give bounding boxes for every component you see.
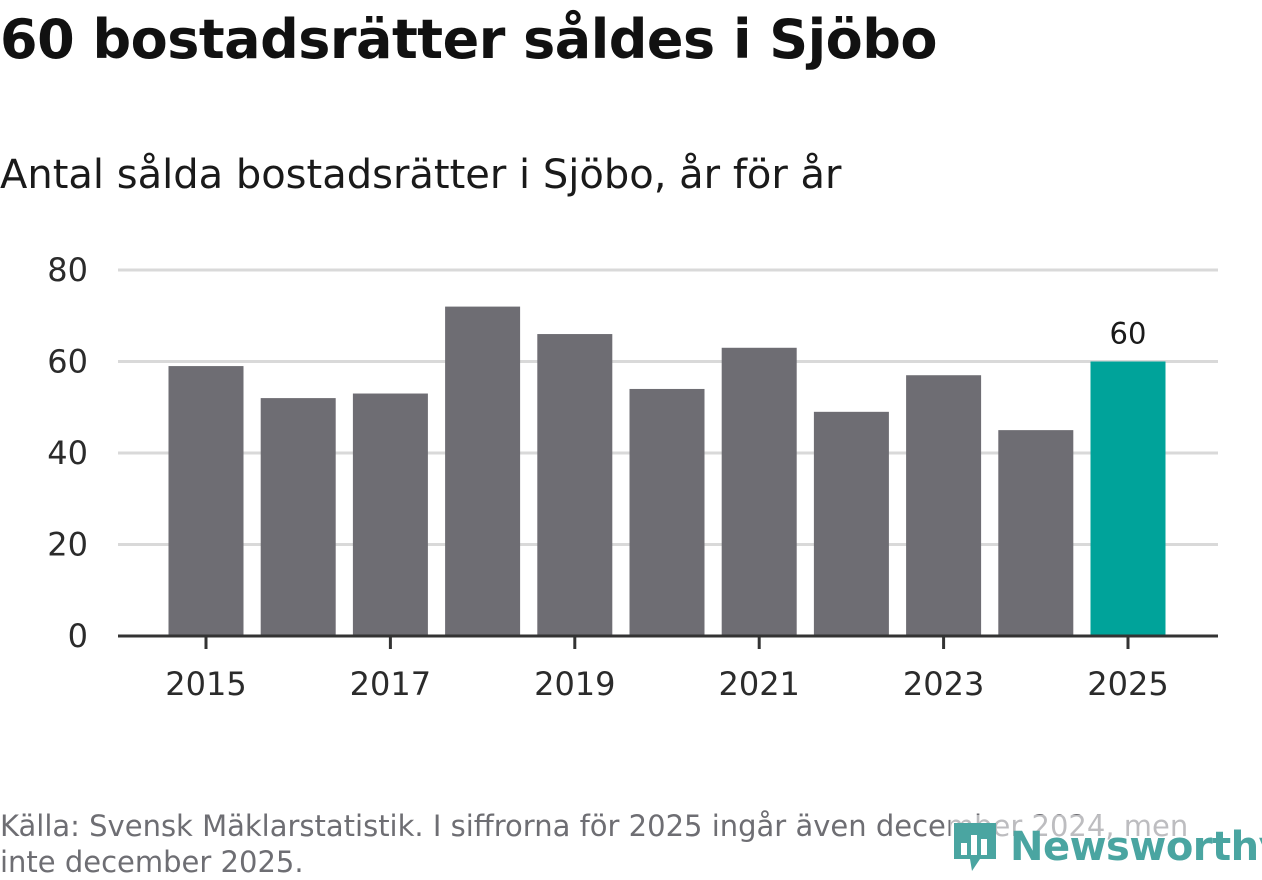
bar-2020 (629, 388, 705, 636)
y-axis-labels: 0 20 40 60 80 (47, 251, 88, 655)
chart-title: 60 bostadsrätter såldes i Sjöbo (0, 8, 938, 71)
bar-2017 (352, 393, 428, 636)
bars (168, 306, 1166, 636)
newsworthy-logo-icon (954, 823, 996, 871)
logo-text: Newsworthy (1010, 824, 1262, 870)
bar-2016 (260, 398, 336, 636)
y-tick-label: 20 (47, 526, 88, 564)
bar-2015 (168, 366, 244, 636)
x-tick-label: 2019 (534, 665, 615, 703)
newsworthy-logo: Newsworthy (950, 815, 1262, 879)
bar-2023 (906, 375, 982, 636)
x-tick-label: 2023 (903, 665, 984, 703)
bar-2019 (537, 334, 613, 636)
bar-2018 (445, 306, 521, 636)
y-tick-label: 0 (68, 617, 88, 655)
data-label: 60 (1110, 317, 1147, 351)
bar-2024 (998, 430, 1074, 636)
x-tick-label: 2017 (350, 665, 431, 703)
bar-2022 (813, 411, 889, 636)
x-tick-label: 2021 (718, 665, 799, 703)
bar-2021 (721, 347, 797, 636)
y-tick-label: 80 (47, 251, 88, 289)
x-tick-label: 2015 (165, 665, 246, 703)
data-labels: 60 (1110, 317, 1147, 351)
y-tick-label: 60 (47, 343, 88, 381)
y-tick-label: 40 (47, 434, 88, 472)
bar-2025 (1090, 361, 1166, 636)
x-tick-label: 2025 (1087, 665, 1168, 703)
x-axis-ticks: 2015 2017 2019 2021 2023 2025 (165, 636, 1169, 703)
chart-subtitle: Antal sålda bostadsrätter i Sjöbo, år fö… (0, 152, 842, 198)
